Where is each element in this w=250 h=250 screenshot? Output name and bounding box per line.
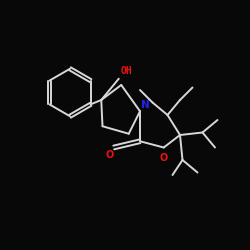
Text: O: O xyxy=(105,150,114,160)
Text: N: N xyxy=(142,100,150,110)
Text: O: O xyxy=(160,153,168,163)
Text: OH: OH xyxy=(121,66,132,76)
